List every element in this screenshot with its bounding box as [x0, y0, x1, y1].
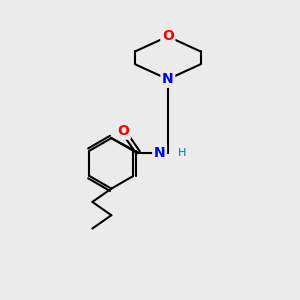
- Text: N: N: [154, 146, 166, 160]
- Text: O: O: [162, 29, 174, 44]
- Text: N: N: [162, 72, 174, 86]
- Text: H: H: [178, 148, 187, 158]
- Text: O: O: [117, 124, 129, 138]
